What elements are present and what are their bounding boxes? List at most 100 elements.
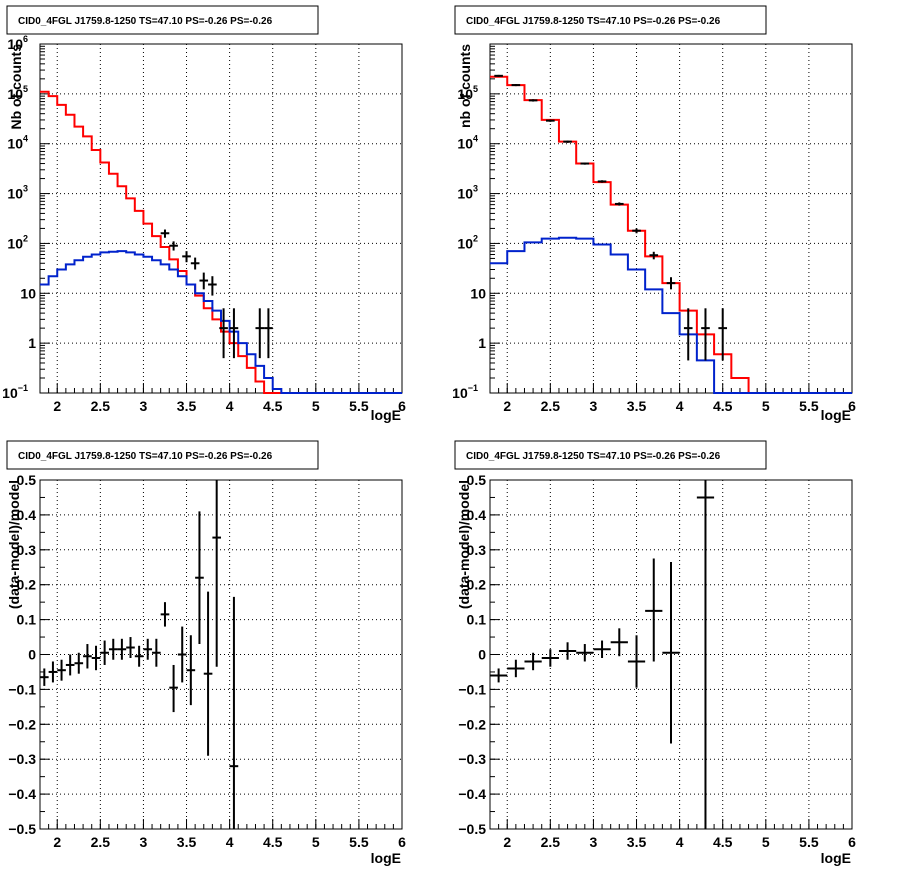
data-point (632, 228, 641, 234)
panel-residual-left: CID0_4FGL J1759.8-1250 TS=47.10 PS=-0.26… (6, 440, 406, 866)
x-tick-label: 3.5 (177, 834, 197, 850)
data-point (696, 480, 715, 829)
x-tick-label: 5.5 (799, 834, 819, 850)
y-tick-label: 104 (457, 134, 478, 152)
panel-residual-right: CID0_4FGL J1759.8-1250 TS=47.10 PS=-0.26… (454, 440, 856, 866)
x-tick-label: 2 (53, 398, 61, 414)
y-tick-label: −0.4 (8, 786, 36, 802)
data-point (576, 644, 594, 662)
data-point (48, 661, 58, 683)
data-point (203, 591, 213, 756)
x-tick-label: 4 (226, 398, 234, 414)
x-axis-label: logE (371, 407, 401, 423)
y-axis-label: (data-model)/model (6, 480, 22, 609)
x-tick-label: 5 (312, 834, 320, 850)
data-point (219, 308, 228, 359)
title-box (454, 440, 767, 470)
data-point (195, 511, 204, 645)
y-tick-labels: −0.5 −0.4 −0.3 −0.2 −0.1 0 0.1 0.2 0.3 0.4 0.5 (8, 472, 36, 837)
chart-title: CID0_4FGL J1759.8-1250 TS=47.10 PS=-0.26… (466, 16, 721, 27)
data-point (627, 635, 646, 688)
data-point (264, 308, 273, 359)
x-tick-label: 3.5 (627, 398, 647, 414)
data-point (490, 668, 508, 683)
data-point (160, 229, 170, 238)
x-tick-label: 5 (312, 398, 320, 414)
y-tick-label: 1 (28, 335, 36, 351)
data-point (614, 202, 624, 206)
data-point (610, 628, 628, 657)
y-axis-label: nb of counts (457, 44, 473, 128)
data-point (100, 640, 109, 665)
y-tick-label: 0.3 (467, 542, 487, 558)
x-tick-label: 4 (226, 834, 234, 850)
data-point (190, 257, 200, 270)
data-point (83, 644, 92, 669)
data-point (169, 664, 178, 713)
data-point (494, 74, 503, 77)
x-tick-labels: 2 2.5 3 3.5 4 4.5 5 5.5 6 (503, 834, 856, 850)
data-point (117, 638, 127, 660)
panel-counts-left: CID0_4FGL J1759.8-1250 TS=47.10 PS=-0.26… (2, 5, 406, 423)
data-point (229, 308, 239, 359)
data-point (160, 602, 170, 627)
y-tick-label: −0.5 (8, 821, 36, 837)
x-axis-label: logE (821, 850, 851, 866)
x-tick-label: 2.5 (91, 834, 111, 850)
x-tick-label: 2 (503, 398, 511, 414)
y-tick-label: 0.2 (17, 577, 37, 593)
series-layer (490, 74, 852, 394)
x-tick-label: 3 (140, 834, 148, 850)
data-point (546, 119, 555, 122)
y-tick-label: −0.4 (458, 786, 486, 802)
grid-lines (39, 479, 403, 830)
grid-lines (39, 43, 403, 394)
y-tick-label: 0.2 (467, 577, 487, 593)
x-tick-label: 3 (140, 398, 148, 414)
data-point (143, 638, 153, 660)
data-point (507, 659, 525, 678)
source-model-histogram (490, 236, 852, 394)
y-tick-labels: −0.5 −0.4 −0.3 −0.2 −0.1 0 0.1 0.2 0.3 0.4 0.5 (458, 472, 486, 837)
y-tick-label: 102 (457, 233, 478, 251)
y-tick-label: 103 (457, 184, 478, 202)
y-tick-label: −0.2 (458, 716, 486, 732)
y-tick-label: 0.4 (17, 507, 37, 523)
y-tick-label: 0 (28, 647, 36, 663)
y-tick-label: 10 (470, 285, 486, 301)
x-tick-label: 4 (676, 834, 684, 850)
y-tick-label: 0 (478, 647, 486, 663)
y-tick-label: 10−1 (2, 383, 28, 401)
y-tick-label: 0.3 (17, 542, 37, 558)
data-point (649, 251, 659, 260)
y-tick-label: −0.5 (458, 821, 486, 837)
x-tick-label: 4 (676, 398, 684, 414)
panel-counts-right: CID0_4FGL J1759.8-1250 TS=47.10 PS=-0.26… (452, 5, 856, 423)
x-tick-label: 4.5 (713, 834, 733, 850)
x-tick-label: 4.5 (263, 834, 283, 850)
x-tick-label: 3.5 (177, 398, 197, 414)
x-axis-label: logE (821, 407, 851, 423)
data-point (108, 638, 118, 660)
x-tick-label: 6 (398, 398, 406, 414)
data-point (255, 308, 265, 359)
data-point (528, 99, 538, 102)
y-tick-label: 10−1 (452, 383, 478, 401)
data-point (152, 638, 161, 667)
y-tick-label: 105 (7, 84, 28, 102)
y-tick-label: 0.1 (467, 612, 487, 628)
y-tick-label: 0.5 (467, 472, 487, 488)
data-point (212, 480, 221, 667)
data-point (182, 251, 191, 263)
x-tick-label: 5.5 (799, 398, 819, 414)
y-tick-labels: 10−1 1 10 102 103 104 105 106 (2, 34, 36, 401)
x-tick-label: 2.5 (541, 834, 561, 850)
x-tick-label: 2.5 (91, 398, 111, 414)
x-tick-label: 3.5 (627, 834, 647, 850)
y-tick-label: 102 (7, 233, 28, 251)
title-box (6, 5, 319, 35)
data-point (524, 652, 542, 671)
x-tick-label: 5.5 (349, 834, 369, 850)
data-point (199, 272, 209, 290)
y-tick-label: 0.5 (17, 472, 37, 488)
